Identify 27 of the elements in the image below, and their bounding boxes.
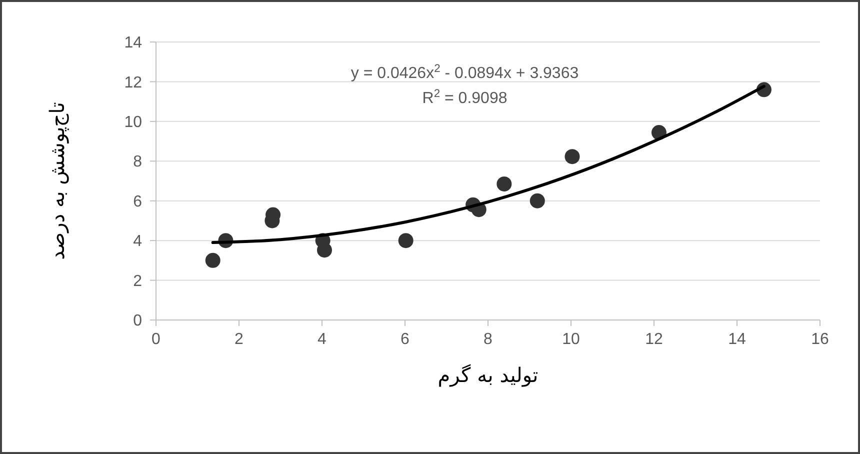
y-axis-title: تاج‌پوشش به درصد bbox=[45, 102, 69, 260]
point bbox=[496, 176, 512, 192]
y-tick-label: 0 bbox=[133, 312, 142, 330]
x-tick-label: 4 bbox=[318, 331, 327, 348]
y-tick-label: 2 bbox=[133, 272, 142, 290]
point bbox=[398, 233, 414, 248]
y-tick-label: 12 bbox=[124, 74, 142, 92]
x-tick-label: 2 bbox=[234, 331, 244, 348]
y-tick-label: 6 bbox=[133, 193, 142, 210]
point bbox=[316, 242, 332, 258]
x-tick-label: 0 bbox=[152, 331, 161, 348]
point bbox=[205, 252, 220, 268]
x-tick-label: 8 bbox=[484, 331, 493, 348]
y-tick-label: 14 bbox=[124, 34, 142, 52]
x-axis-title: تولید به گرم bbox=[438, 363, 538, 387]
y-tick-label: 8 bbox=[133, 154, 142, 171]
annotation: R$^{2}$ = 0.9098 bbox=[422, 88, 508, 107]
y-tick-label: 4 bbox=[133, 233, 142, 250]
point bbox=[530, 193, 545, 208]
y-tick-label: 10 bbox=[124, 114, 142, 132]
x-tick-label: 6 bbox=[400, 331, 410, 348]
x-tick-label: 16 bbox=[811, 331, 829, 348]
x-tick-label: 10 bbox=[562, 331, 580, 348]
x-tick-label: 14 bbox=[728, 331, 746, 348]
point bbox=[564, 149, 580, 164]
x-tick-label: 12 bbox=[645, 331, 663, 348]
annotation: y = 0.0426x$^{2}$ - 0.0894x + 3.9363 bbox=[350, 63, 579, 82]
